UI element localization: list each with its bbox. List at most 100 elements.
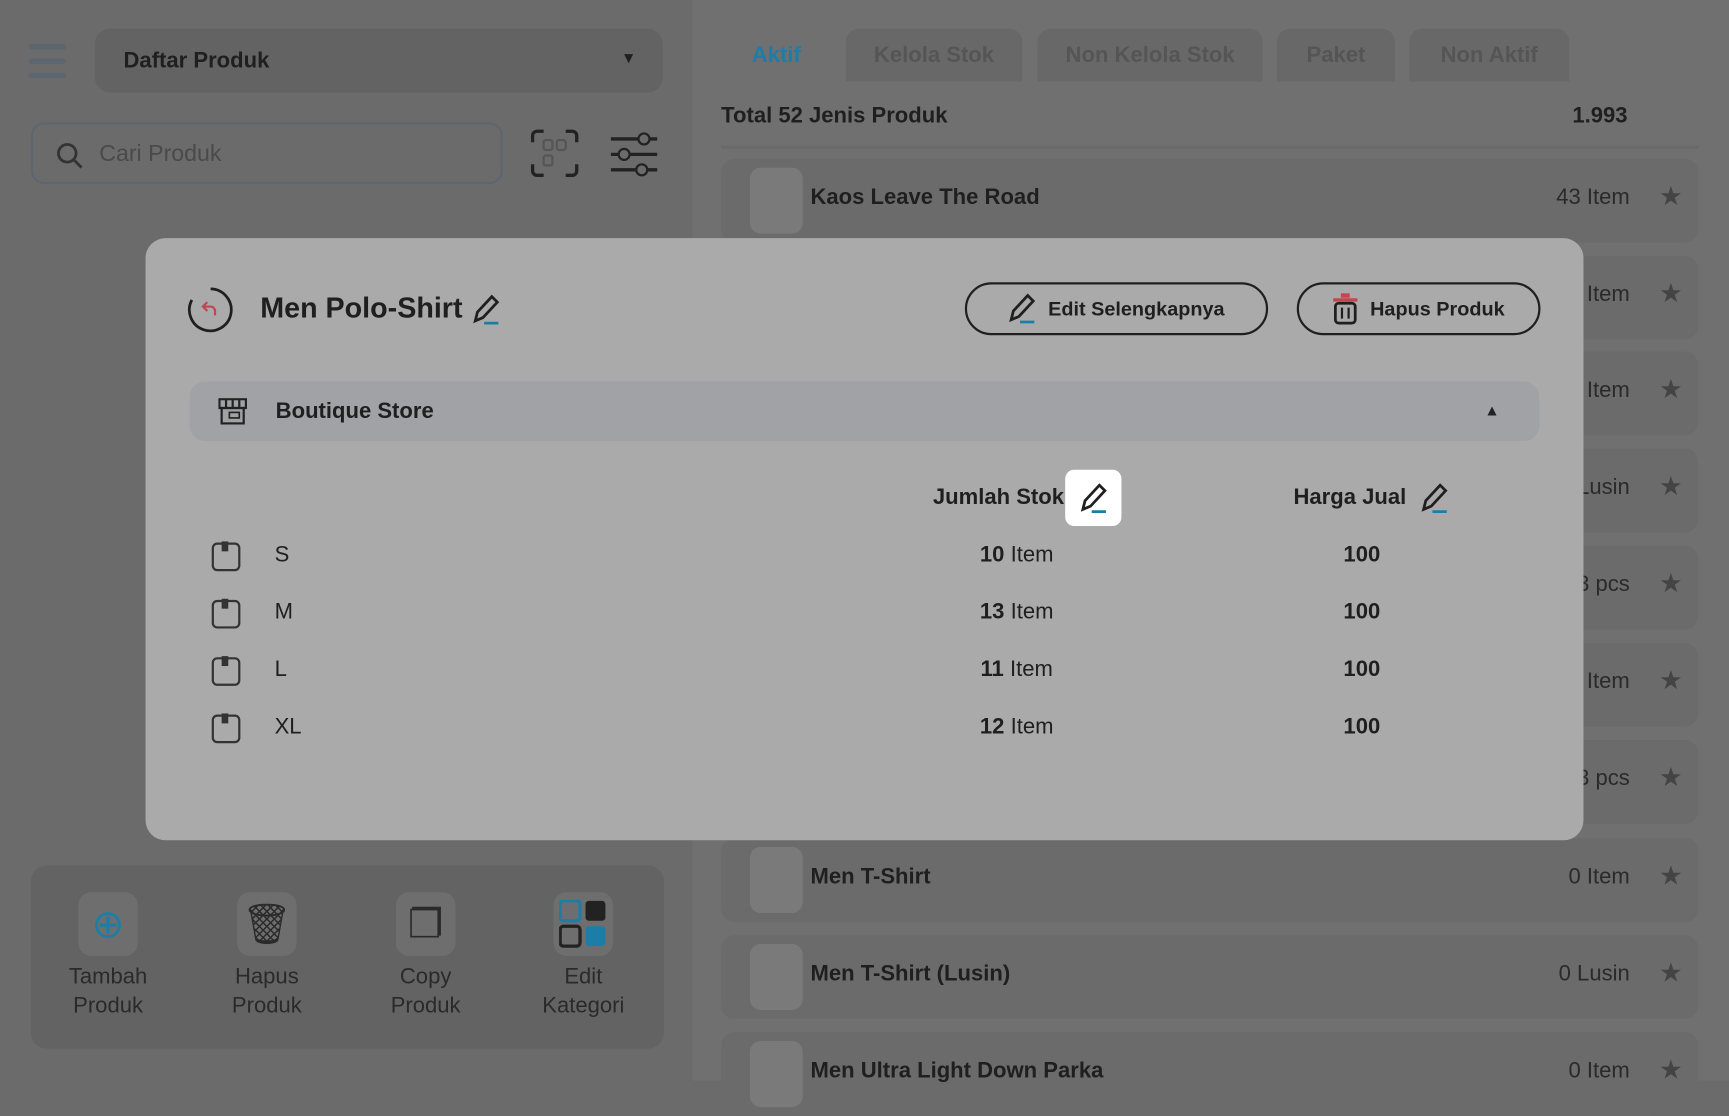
pencil-icon: [1080, 483, 1107, 514]
delete-product-button[interactable]: 🗑 Hapus Produk: [212, 892, 322, 1020]
search-placeholder: Cari Produk: [99, 141, 222, 167]
action-label: Edit: [564, 964, 603, 990]
product-list-item[interactable]: Kaos Leave The Road 43 Item ★: [721, 158, 1699, 243]
store-name: Boutique Store: [275, 399, 434, 424]
action-label: Tambah: [68, 964, 148, 990]
stock-unit: Item: [1010, 599, 1054, 625]
variant-checkbox[interactable]: [211, 598, 241, 629]
trash-icon: 🗑: [237, 892, 297, 957]
variant-row: M 13 Item 100: [146, 598, 1584, 631]
edit-stock-button[interactable]: [1065, 469, 1122, 526]
action-label: Produk: [231, 993, 302, 1018]
action-label: Kategori: [542, 993, 625, 1018]
category-grid-icon: [553, 892, 614, 957]
trash-icon: [1333, 293, 1358, 325]
stock-value: 13: [979, 599, 1005, 625]
product-thumbnail: [749, 943, 803, 1011]
tab-paket[interactable]: Paket: [1276, 28, 1395, 82]
product-thumbnail: [749, 846, 803, 914]
variant-price: 100: [1343, 714, 1381, 739]
edit-price-pencil-icon[interactable]: [1419, 482, 1450, 515]
product-qty: 0 Item: [1568, 1058, 1630, 1083]
search-input[interactable]: Cari Produk: [30, 122, 503, 185]
product-thumbnail: [749, 167, 803, 234]
hamburger-icon[interactable]: [28, 44, 67, 87]
variant-stock: 12 Item: [962, 715, 1072, 740]
product-name: Men T-Shirt (Lusin): [810, 961, 1011, 986]
star-icon[interactable]: ★: [1658, 374, 1683, 405]
product-qty: 0 Lusin: [1558, 961, 1630, 986]
tab-non-aktif[interactable]: Non Aktif: [1409, 28, 1570, 82]
variant-name: S: [274, 542, 290, 567]
star-icon[interactable]: ★: [1658, 568, 1683, 599]
stock-unit: Item: [1010, 714, 1054, 739]
star-icon[interactable]: ★: [1658, 278, 1683, 309]
column-header-price: Harga Jual: [1293, 485, 1407, 510]
product-qty: 3 pcs: [1577, 766, 1630, 791]
scan-icon[interactable]: [530, 129, 579, 178]
product-qty: Item: [1586, 669, 1630, 694]
dropdown-label: Daftar Produk: [123, 48, 270, 73]
product-qty: Lusin: [1577, 475, 1630, 500]
variant-stock: 11 Item: [962, 657, 1072, 682]
edit-more-button[interactable]: Edit Selengkapnya: [964, 282, 1269, 336]
total-stock-value: 1.993: [1572, 103, 1628, 128]
product-name: Men T-Shirt: [810, 864, 931, 889]
chevron-down-icon: ▼: [620, 48, 637, 67]
product-name: Kaos Leave The Road: [810, 185, 1040, 210]
product-qty: 43 Item: [1556, 185, 1630, 210]
variant-checkbox[interactable]: [211, 656, 241, 686]
edit-more-label: Edit Selengkapnya: [1048, 297, 1225, 320]
product-qty: 3 pcs: [1577, 572, 1630, 597]
stock-value: 12: [979, 714, 1005, 739]
star-icon[interactable]: ★: [1658, 958, 1683, 989]
variant-row: S 10 Item 100: [146, 540, 1584, 573]
star-icon[interactable]: ★: [1658, 763, 1683, 793]
star-icon[interactable]: ★: [1658, 181, 1683, 212]
store-accordion[interactable]: Boutique Store ▲: [189, 381, 1540, 442]
variant-checkbox[interactable]: [211, 713, 241, 744]
store-icon: [218, 398, 248, 425]
variant-row: XL 12 Item 100: [146, 712, 1584, 745]
edit-title-pencil-icon[interactable]: [471, 293, 502, 326]
back-icon[interactable]: [187, 287, 233, 333]
product-list-item[interactable]: Men T-Shirt (Lusin) 0 Lusin ★: [721, 935, 1699, 1019]
star-icon[interactable]: ★: [1658, 666, 1683, 696]
chevron-up-icon: ▲: [1484, 401, 1500, 420]
filter-sliders-icon[interactable]: [609, 130, 660, 179]
variant-price: 100: [1343, 657, 1381, 682]
tab-non-kelola-stok[interactable]: Non Kelola Stok: [1037, 28, 1263, 82]
variant-name: L: [274, 657, 287, 682]
edit-category-button[interactable]: Edit Kategori: [528, 892, 638, 1020]
star-icon[interactable]: ★: [1658, 861, 1683, 891]
product-list-item[interactable]: Men T-Shirt 0 Item ★: [721, 838, 1699, 922]
search-icon: [57, 143, 83, 169]
variant-price: 100: [1343, 599, 1381, 625]
variant-checkbox[interactable]: [211, 541, 241, 572]
star-icon[interactable]: ★: [1658, 1055, 1683, 1086]
stock-unit: Item: [1009, 657, 1053, 682]
action-label: Copy: [399, 964, 452, 990]
action-panel: ⊕ Tambah Produk 🗑 Hapus Produk ❐ Copy Produk E…: [30, 865, 664, 1049]
delete-label: Hapus Produk: [1370, 297, 1505, 320]
add-product-icon: ⊕: [78, 892, 138, 957]
product-name: Men Ultra Light Down Parka: [810, 1058, 1104, 1083]
tab-aktif[interactable]: Aktif: [721, 28, 832, 82]
product-view-dropdown[interactable]: Daftar Produk ▼: [94, 28, 663, 93]
variant-stock: 13 Item: [962, 600, 1072, 625]
variant-name: M: [274, 599, 293, 625]
stock-value: 11: [980, 657, 1004, 682]
tab-kelola-stok[interactable]: Kelola Stok: [845, 28, 1023, 82]
add-product-button[interactable]: ⊕ Tambah Produk: [53, 892, 163, 1020]
product-list-item[interactable]: Men Ultra Light Down Parka 0 Item ★: [721, 1032, 1699, 1116]
stock-unit: Item: [1010, 542, 1054, 567]
copy-product-button[interactable]: ❐ Copy Produk: [371, 892, 481, 1020]
total-products-label: Total 52 Jenis Produk: [721, 103, 948, 128]
action-label: Produk: [73, 993, 144, 1018]
copy-icon: ❐: [395, 892, 456, 957]
star-icon[interactable]: ★: [1658, 471, 1683, 502]
variant-name: XL: [274, 714, 302, 739]
variant-stock: 10 Item: [962, 543, 1072, 568]
delete-product-button[interactable]: Hapus Produk: [1296, 282, 1541, 336]
column-header-stock: Jumlah Stok: [932, 485, 1065, 510]
